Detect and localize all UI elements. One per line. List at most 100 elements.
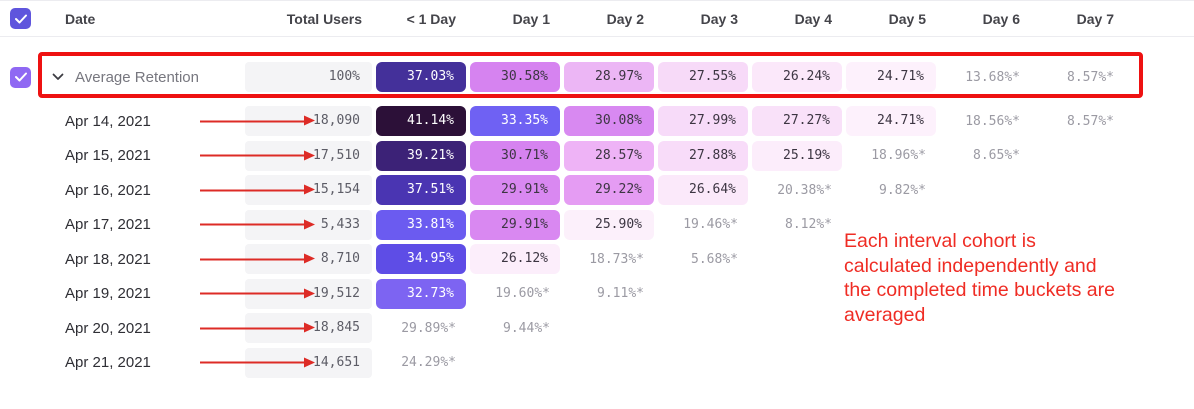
total-users-value: 15,154 [245,175,372,206]
retention-cell: 9.11%* [564,286,654,301]
row-checkbox-cell [0,66,50,88]
row-label: Apr 15, 2021 [65,147,151,165]
retention-value-pill: 32.73% [376,278,466,309]
retention-cell: 37.51% [376,175,466,206]
retention-cell: 8.57%* [1034,114,1124,129]
retention-value-pill: 37.51% [376,175,466,206]
row-date-cell: Apr 15, 2021 [50,147,315,165]
total-users-value: 8,710 [245,244,372,275]
retention-value-pill: 24.71% [846,106,936,137]
retention-value-pill: 33.35% [470,106,560,137]
retention-cell: 13.68%* [940,70,1030,85]
retention-value-partial: 19.60%* [495,286,550,302]
retention-cell: 24.29%* [376,355,466,370]
row-label: Apr 17, 2021 [65,216,151,234]
row-label: Apr 19, 2021 [65,285,151,303]
retention-cell: 29.91% [470,209,560,240]
retention-value-pill: 26.12% [470,244,560,275]
retention-value-pill: 25.90% [564,209,654,240]
row-label: Apr 18, 2021 [65,250,151,268]
total-users-cell: 100% [245,62,372,92]
annotation-line: averaged [844,303,926,326]
total-users-value: 14,651 [245,347,372,378]
row-date-cell: Apr 18, 2021 [50,250,315,268]
retention-cell: 28.57% [564,140,654,171]
row-label: Average Retention [75,68,199,86]
select-all-checkbox[interactable] [10,8,31,29]
row-label: Apr 20, 2021 [65,319,151,337]
total-users-cell: 5,433 [245,209,372,240]
row-checkbox[interactable] [10,66,31,88]
total-users-cell: 18,845 [245,313,372,344]
retention-value-partial: 18.73%* [589,251,644,267]
retention-cell: 26.64% [658,175,748,206]
retention-cell: 28.97% [564,62,654,92]
retention-value-partial: 24.29%* [401,355,456,371]
check-icon [14,14,27,23]
row-date-cell: Apr 19, 2021 [50,285,315,303]
retention-value-pill: 28.57% [564,140,654,171]
column-header-day-7: Day 7 [1076,10,1114,27]
retention-value-partial: 5.68%* [691,251,738,267]
retention-value-pill: 30.71% [470,140,560,171]
retention-cell: 25.90% [564,209,654,240]
retention-cell: 29.91% [470,175,560,206]
row-date-cell: Apr 14, 2021 [50,113,315,130]
column-header-date: Date [65,10,96,27]
retention-value-partial: 19.46%* [683,217,738,233]
average-row-container: Average Retention 100% 37.03% 30.58% 28.97… [0,59,1194,95]
retention-value-pill: 27.27% [752,106,842,137]
table-row: Apr 18, 2021 8,710 34.95% 26.12% 18.73%* 5.… [0,242,1194,277]
retention-cell: 27.55% [658,62,748,92]
retention-cell: 30.08% [564,106,654,137]
column-header-day-6: Day 6 [982,10,1020,27]
total-users-value: 18,090 [245,106,372,137]
retention-value-pill: 25.19% [752,140,842,171]
retention-value-pill: 30.58% [470,62,560,92]
total-users-value: 5,433 [245,209,372,240]
column-header-day-1: Day 1 [512,10,550,27]
row-label: Apr 16, 2021 [65,181,151,199]
retention-cell: 19.46%* [658,217,748,232]
column-header-day-5: Day 5 [888,10,926,27]
retention-value-pill: 33.81% [376,209,466,240]
retention-value-partial: 9.11%* [597,286,644,302]
retention-value-partial: 18.96%* [871,148,926,164]
retention-cell: 27.27% [752,106,842,137]
check-icon [14,72,27,82]
retention-cell: 32.73% [376,278,466,309]
annotation-text: Each interval cohort is calculated indepe… [844,229,1184,327]
retention-value-partial: 9.44%* [503,320,550,336]
column-header-1-day: < 1 Day [406,10,456,27]
retention-cell: 8.65%* [940,148,1030,163]
column-header-day-2: Day 2 [606,10,644,27]
retention-cell: 30.58% [470,62,560,92]
retention-cell: 29.89%* [376,321,466,336]
retention-value-partial: 13.68%* [965,69,1020,85]
retention-cell: 19.60%* [470,286,560,301]
annotation-line: calculated independently and [844,254,1097,277]
retention-cell: 8.12%* [752,217,842,232]
retention-cell: 41.14% [376,106,466,137]
table-row: Apr 15, 2021 17,510 39.21% 30.71% 28.57% 27… [0,139,1194,174]
chevron-down-icon[interactable] [52,73,64,81]
retention-cell: 26.24% [752,62,842,92]
retention-cell: 27.88% [658,140,748,171]
total-users-cell: 17,510 [245,140,372,171]
retention-value-partial: 20.38%* [777,182,832,198]
total-users-cell: 19,512 [245,278,372,309]
retention-value-pill: 41.14% [376,106,466,137]
retention-value-pill: 27.88% [658,140,748,171]
retention-value-pill: 30.08% [564,106,654,137]
table-row: Apr 17, 2021 5,433 33.81% 29.91% 25.90% 19.… [0,208,1194,243]
retention-value-partial: 8.65%* [973,148,1020,164]
retention-cell: 18.73%* [564,252,654,267]
retention-cell: 18.96%* [846,148,936,163]
row-date-cell: Apr 21, 2021 [50,354,315,371]
column-header-day-3: Day 3 [700,10,738,27]
row-date-cell: Apr 17, 2021 [50,216,315,234]
table-row: Average Retention 100% 37.03% 30.58% 28.97… [0,59,1194,95]
total-users-cell: 8,710 [245,244,372,275]
header-row: Date Total Users < 1 Day Day 1 Day 2 Day 3 D… [0,1,1194,37]
